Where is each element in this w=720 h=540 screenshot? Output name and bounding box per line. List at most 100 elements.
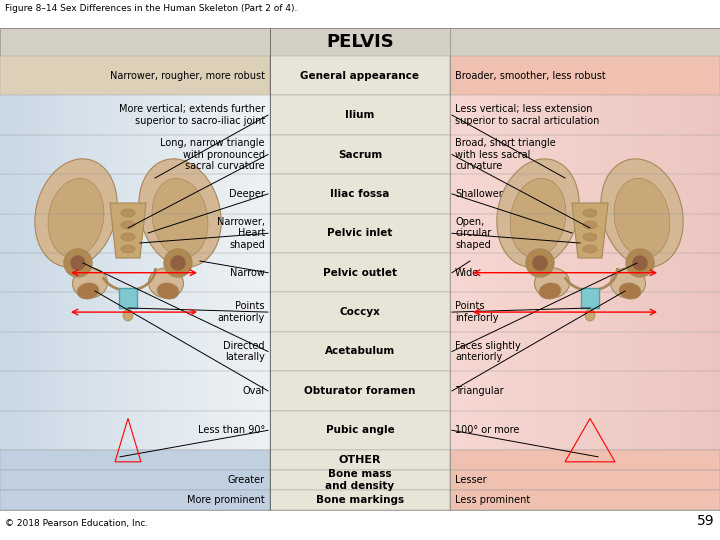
Ellipse shape	[510, 178, 566, 258]
Ellipse shape	[497, 159, 579, 267]
Bar	[0, 56, 270, 96]
Bar	[270, 410, 450, 450]
Ellipse shape	[614, 178, 670, 258]
Text: Ilium: Ilium	[346, 110, 374, 120]
Ellipse shape	[600, 159, 683, 267]
Ellipse shape	[583, 233, 597, 241]
Bar	[0, 28, 720, 56]
Bar	[270, 332, 450, 371]
Text: Triangular: Triangular	[455, 386, 503, 396]
Ellipse shape	[532, 255, 548, 271]
Ellipse shape	[121, 245, 135, 253]
Text: Bone markings: Bone markings	[316, 495, 404, 505]
Text: Broad, short triangle
with less sacral
curvature: Broad, short triangle with less sacral c…	[455, 138, 556, 171]
Text: Pelvic outlet: Pelvic outlet	[323, 268, 397, 278]
Text: Figure 8–14 Sex Differences in the Human Skeleton (Part 2 of 4).: Figure 8–14 Sex Differences in the Human…	[5, 4, 297, 13]
Bar	[270, 96, 450, 135]
Polygon shape	[110, 203, 146, 258]
Bar	[270, 214, 450, 253]
Text: Pelvic inlet: Pelvic inlet	[328, 228, 392, 238]
Text: © 2018 Pearson Education, Inc.: © 2018 Pearson Education, Inc.	[5, 519, 148, 528]
Ellipse shape	[632, 255, 648, 271]
Ellipse shape	[64, 249, 92, 277]
Ellipse shape	[121, 209, 135, 217]
Text: More vertical; extends further
superior to sacro-iliac joint: More vertical; extends further superior …	[119, 104, 265, 126]
Bar	[0, 450, 270, 470]
Text: Less than 90°: Less than 90°	[198, 426, 265, 435]
Text: Directed
laterally: Directed laterally	[223, 341, 265, 362]
Bar	[270, 135, 450, 174]
Polygon shape	[572, 203, 608, 258]
Bar	[119, 288, 137, 308]
Ellipse shape	[152, 178, 208, 258]
Text: Deeper: Deeper	[229, 189, 265, 199]
Text: 59: 59	[698, 514, 715, 528]
Bar	[270, 470, 450, 490]
Bar	[270, 174, 450, 214]
Text: Faces slightly
anteriorly: Faces slightly anteriorly	[455, 341, 521, 362]
Text: Points
anteriorly: Points anteriorly	[217, 301, 265, 323]
Ellipse shape	[526, 249, 554, 277]
Text: Narrow: Narrow	[230, 268, 265, 278]
Text: Less prominent: Less prominent	[455, 495, 530, 505]
Ellipse shape	[583, 209, 597, 217]
Bar	[450, 470, 720, 490]
Text: Lesser: Lesser	[455, 475, 487, 485]
Text: Narrower,
Heart
shaped: Narrower, Heart shaped	[217, 217, 265, 250]
Text: Open,
circular
shaped: Open, circular shaped	[455, 217, 491, 250]
Ellipse shape	[583, 221, 597, 229]
Ellipse shape	[48, 178, 104, 258]
Bar	[450, 56, 720, 96]
Text: More prominent: More prominent	[187, 495, 265, 505]
Ellipse shape	[148, 268, 184, 298]
Ellipse shape	[585, 309, 595, 321]
Text: Obturator foramen: Obturator foramen	[305, 386, 415, 396]
Bar	[270, 56, 450, 96]
Ellipse shape	[121, 221, 135, 229]
Text: Greater: Greater	[228, 475, 265, 485]
Ellipse shape	[123, 309, 133, 321]
Text: Shallower: Shallower	[455, 189, 503, 199]
Ellipse shape	[70, 255, 86, 271]
Text: Points
inferiorly: Points inferiorly	[455, 301, 498, 323]
Text: OTHER: OTHER	[338, 455, 382, 465]
Ellipse shape	[164, 249, 192, 277]
Ellipse shape	[583, 245, 597, 253]
Text: Narrower, rougher, more robust: Narrower, rougher, more robust	[110, 71, 265, 80]
Ellipse shape	[534, 268, 570, 298]
Text: Bone mass
and density: Bone mass and density	[325, 469, 395, 491]
Ellipse shape	[121, 233, 135, 241]
Ellipse shape	[170, 255, 186, 271]
Bar	[270, 371, 450, 410]
Ellipse shape	[77, 283, 99, 299]
Bar	[581, 288, 599, 308]
Ellipse shape	[73, 268, 107, 298]
Bar	[450, 490, 720, 510]
Bar	[0, 490, 270, 510]
Text: Iliac fossa: Iliac fossa	[330, 189, 390, 199]
Text: 100° or more: 100° or more	[455, 426, 519, 435]
Bar	[270, 253, 450, 292]
Text: Wide: Wide	[455, 268, 480, 278]
Bar	[270, 450, 450, 470]
Bar	[270, 490, 450, 510]
Ellipse shape	[619, 283, 641, 299]
Ellipse shape	[626, 249, 654, 277]
Text: Coccyx: Coccyx	[340, 307, 380, 317]
Text: Pubic angle: Pubic angle	[325, 426, 395, 435]
Ellipse shape	[539, 283, 561, 299]
Bar	[0, 470, 270, 490]
Text: Sacrum: Sacrum	[338, 150, 382, 159]
Ellipse shape	[611, 268, 646, 298]
Ellipse shape	[139, 159, 221, 267]
Text: Long, narrow triangle
with pronounced
sacral curvature: Long, narrow triangle with pronounced sa…	[161, 138, 265, 171]
Text: Acetabulum: Acetabulum	[325, 347, 395, 356]
Text: PELVIS: PELVIS	[326, 33, 394, 51]
Bar	[450, 450, 720, 470]
Text: Less vertical; less extension
superior to sacral articulation: Less vertical; less extension superior t…	[455, 104, 599, 126]
Bar	[270, 292, 450, 332]
Text: Broader, smoother, less robust: Broader, smoother, less robust	[455, 71, 606, 80]
Text: General appearance: General appearance	[300, 71, 420, 80]
Ellipse shape	[35, 159, 117, 267]
Text: Oval: Oval	[243, 386, 265, 396]
